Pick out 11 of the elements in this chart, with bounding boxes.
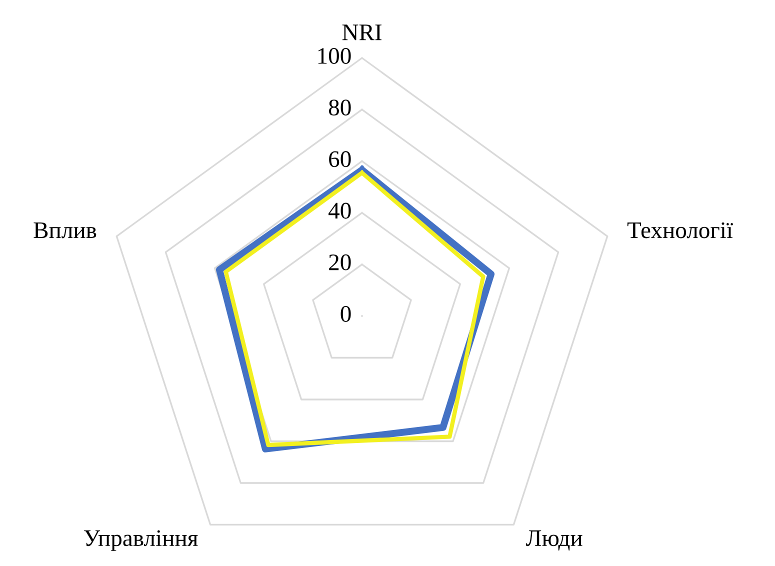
- y-tick-label: 80: [328, 100, 351, 116]
- y-tick-label: 100: [318, 48, 351, 64]
- spoke-label: Управління: [84, 530, 198, 551]
- y-tick-label: 0: [340, 306, 351, 322]
- spoke-label: Люди: [526, 530, 582, 550]
- spoke-label: Технології: [627, 222, 733, 238]
- y-tick-label: 20: [329, 254, 351, 270]
- y-tick-label: 40: [328, 202, 351, 219]
- spoke-label: Вплив: [34, 222, 96, 238]
- spoke-label: NRI: [342, 24, 382, 40]
- y-tick-label: 60: [329, 151, 351, 168]
